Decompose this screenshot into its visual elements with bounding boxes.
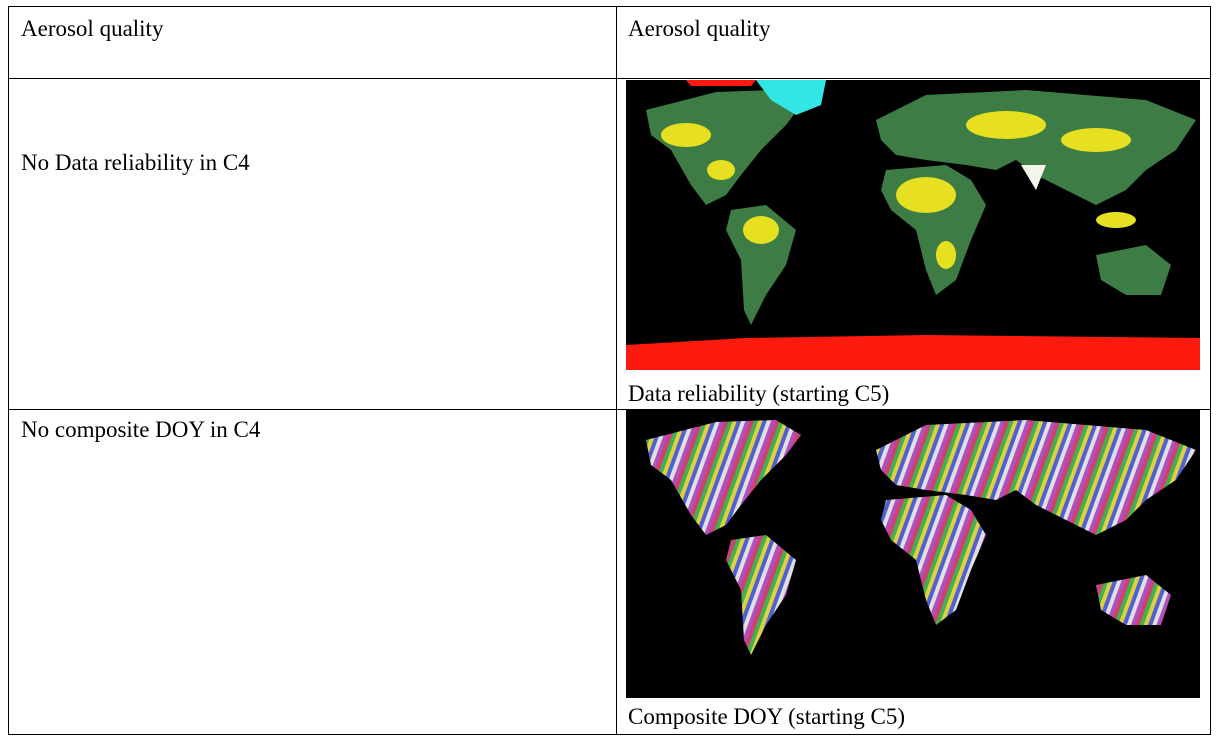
cell-text: Composite DOY (starting C5): [628, 704, 905, 730]
border: [8, 734, 1211, 735]
cell-text: Data reliability (starting C5): [628, 381, 889, 407]
cell-text: Aerosol quality: [21, 16, 163, 42]
border: [8, 6, 9, 735]
map-image: [626, 80, 1200, 370]
border: [8, 78, 1211, 79]
cell-text: No Data reliability in C4: [21, 150, 250, 176]
map-image: [626, 410, 1200, 698]
page: {"table": {"rows": [ ["Aerosol quality",…: [0, 0, 1217, 736]
cell-text: No composite DOY in C4: [21, 417, 260, 443]
cell-text: Aerosol quality: [628, 16, 770, 42]
border: [1210, 6, 1211, 735]
border: [616, 6, 617, 735]
border: [8, 6, 1211, 7]
